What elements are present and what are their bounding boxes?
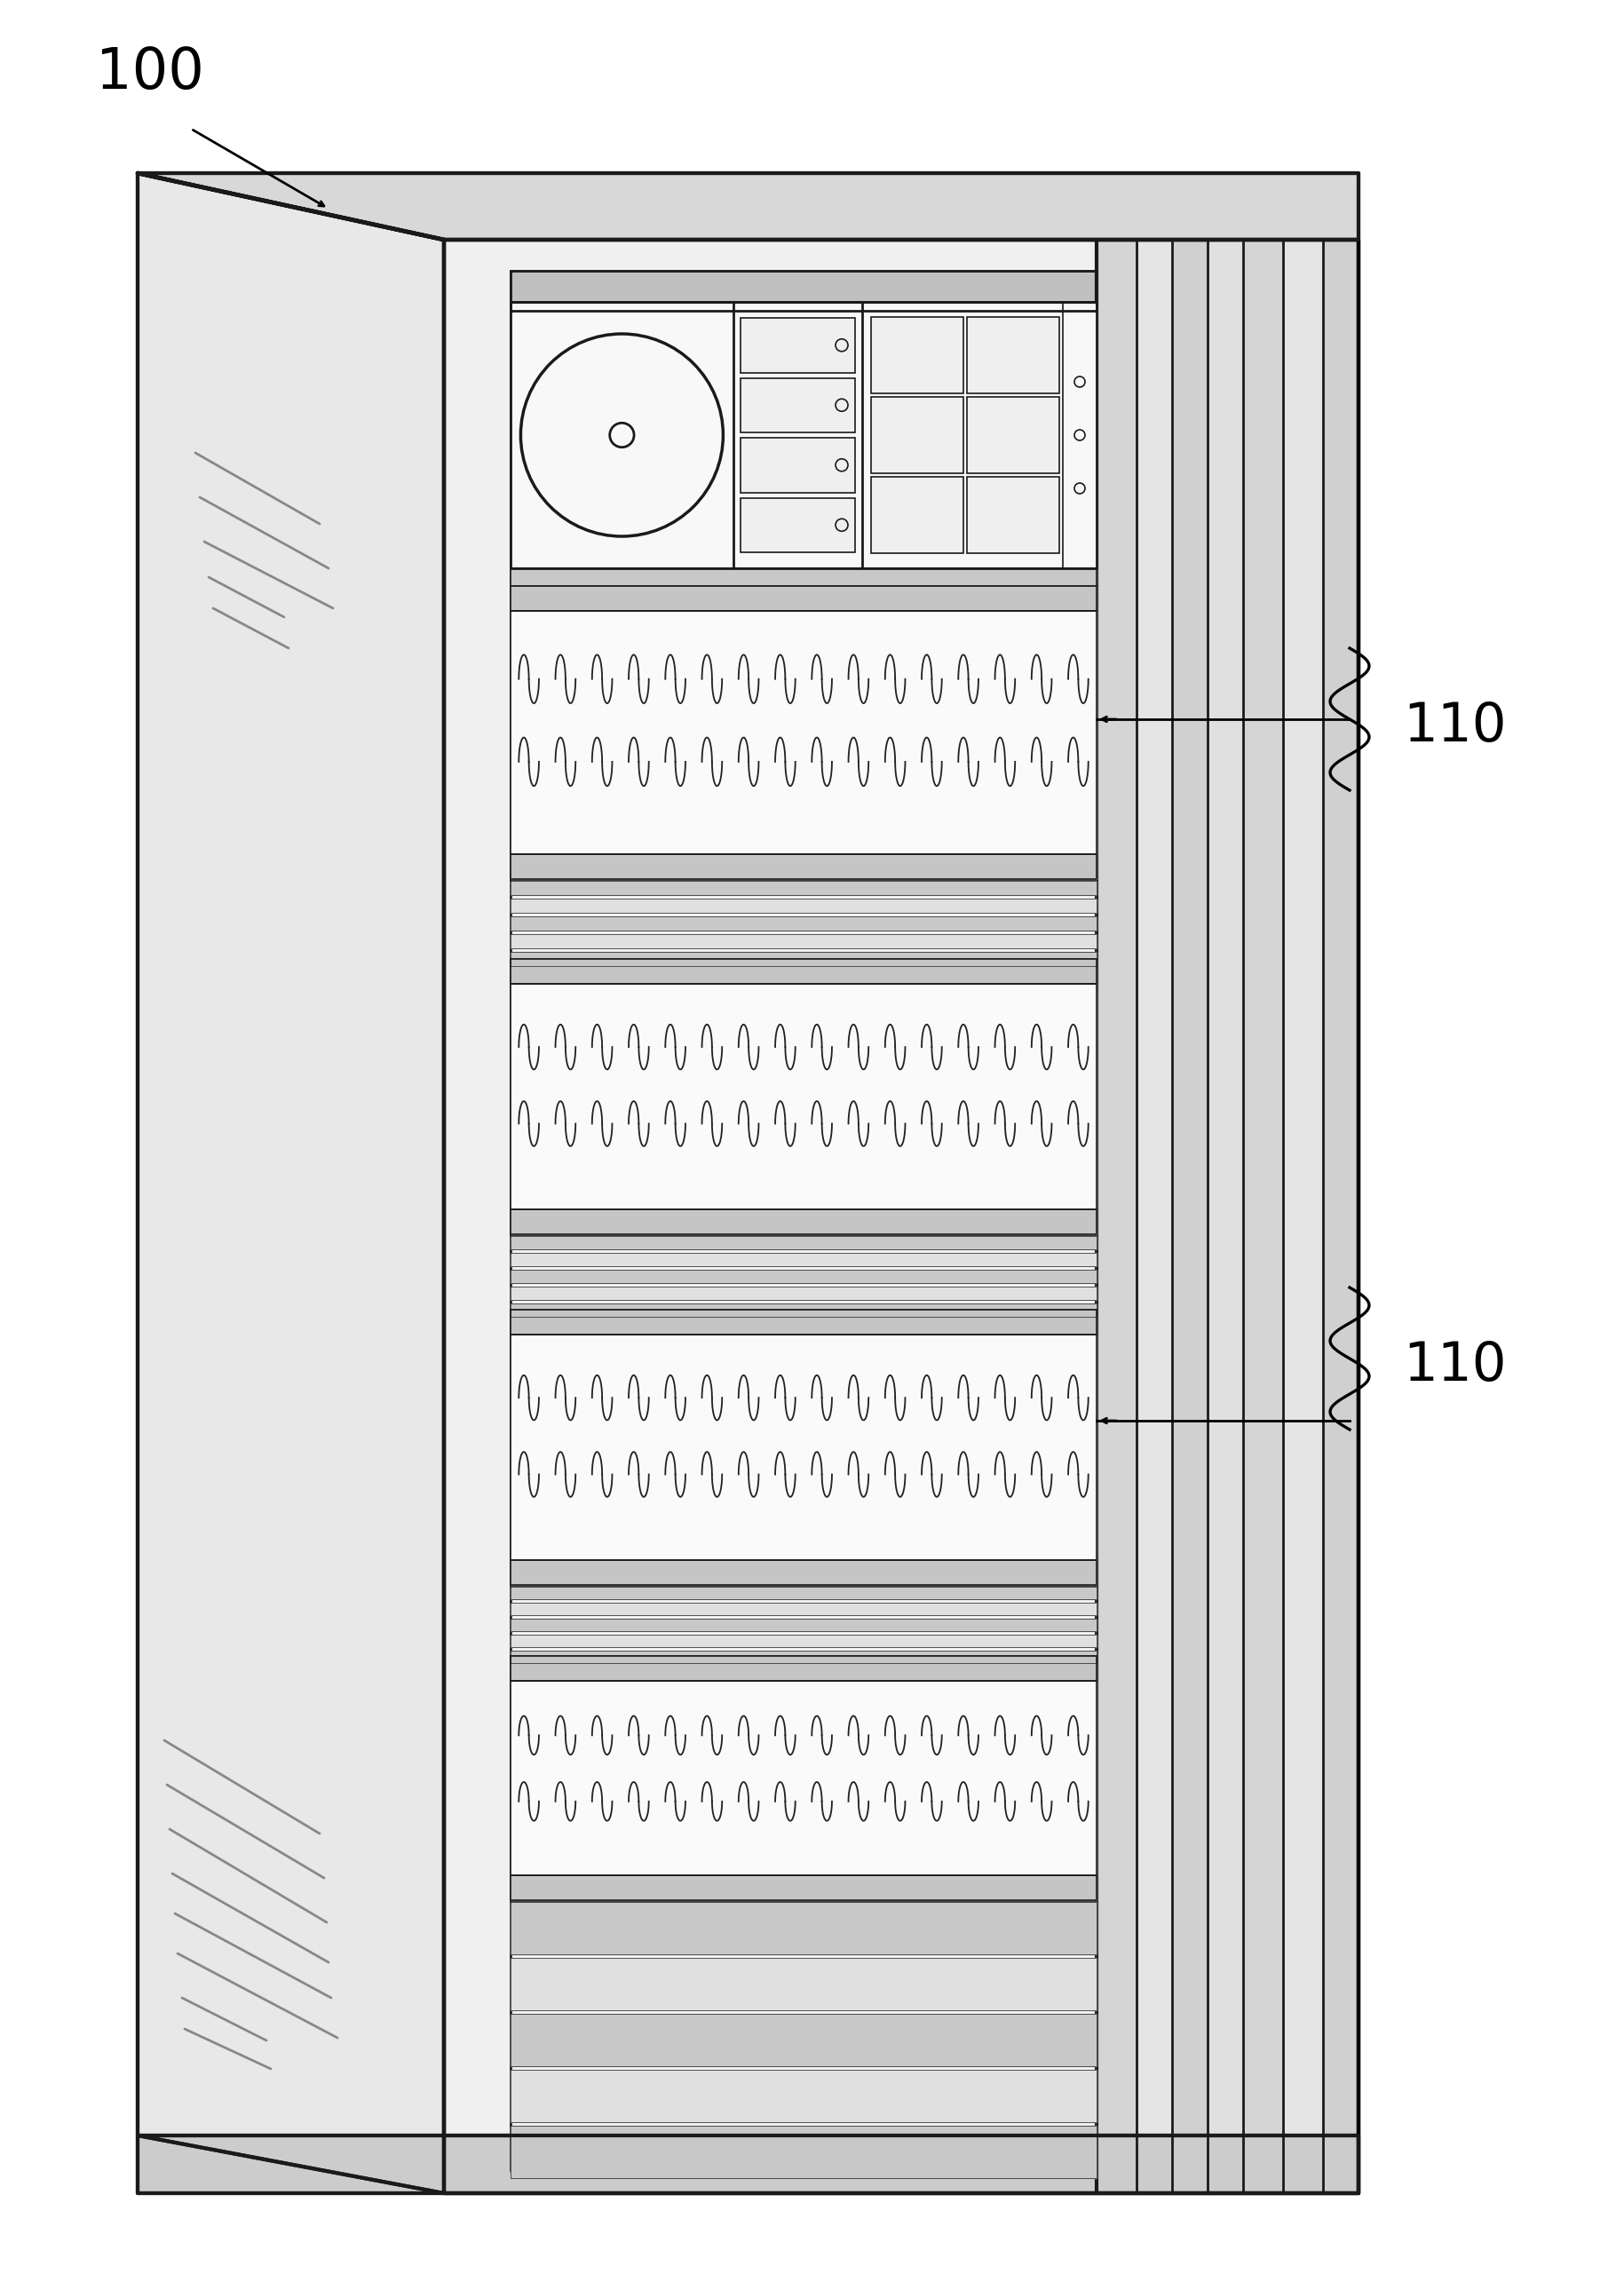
Polygon shape — [510, 1237, 1096, 1248]
Polygon shape — [510, 587, 1096, 612]
Bar — [741, 318, 856, 373]
Polygon shape — [510, 612, 1096, 855]
Polygon shape — [510, 960, 1096, 1235]
Bar — [966, 398, 1059, 473]
Bar — [966, 316, 1059, 393]
Polygon shape — [443, 239, 1359, 2192]
Bar — [741, 498, 856, 553]
Polygon shape — [510, 898, 1096, 912]
Polygon shape — [510, 1655, 1096, 1680]
Bar — [870, 316, 963, 393]
Polygon shape — [510, 1901, 1096, 1953]
Polygon shape — [510, 1210, 1096, 1235]
Polygon shape — [510, 2069, 1096, 2122]
Bar — [741, 439, 856, 493]
Polygon shape — [1208, 239, 1242, 2192]
Polygon shape — [510, 1253, 1096, 1267]
Polygon shape — [510, 1680, 1096, 1876]
Polygon shape — [510, 1655, 1096, 1901]
Bar — [870, 398, 963, 473]
Polygon shape — [1096, 239, 1137, 2192]
Polygon shape — [510, 2126, 1096, 2178]
Bar — [966, 478, 1059, 553]
Bar — [870, 478, 963, 553]
Bar — [741, 377, 856, 432]
Polygon shape — [138, 2135, 1359, 2192]
Polygon shape — [510, 302, 1096, 568]
Polygon shape — [510, 855, 1096, 880]
Polygon shape — [510, 302, 1096, 312]
Polygon shape — [1242, 239, 1283, 2192]
Polygon shape — [510, 1635, 1096, 1646]
Polygon shape — [510, 1287, 1096, 1301]
Polygon shape — [510, 1651, 1096, 1662]
Text: 100: 100 — [96, 45, 205, 100]
Polygon shape — [510, 960, 1096, 985]
Polygon shape — [1283, 239, 1324, 2192]
Polygon shape — [1137, 239, 1173, 2192]
Polygon shape — [510, 1303, 1096, 1317]
Polygon shape — [510, 1335, 1096, 1560]
Polygon shape — [510, 2015, 1096, 2067]
Polygon shape — [510, 1310, 1096, 1335]
Polygon shape — [510, 1560, 1096, 1585]
Polygon shape — [510, 1587, 1096, 1599]
Polygon shape — [510, 271, 1096, 312]
Polygon shape — [510, 1619, 1096, 1630]
Polygon shape — [510, 880, 1096, 896]
Polygon shape — [510, 568, 1096, 591]
Polygon shape — [510, 1310, 1096, 1585]
Polygon shape — [510, 1958, 1096, 2010]
Polygon shape — [510, 953, 1096, 966]
Polygon shape — [138, 173, 443, 2192]
Polygon shape — [1173, 239, 1208, 2192]
Text: 110: 110 — [1403, 700, 1507, 753]
Polygon shape — [138, 173, 1359, 239]
Polygon shape — [1324, 239, 1359, 2192]
Polygon shape — [510, 1269, 1096, 1283]
Text: 110: 110 — [1403, 1339, 1507, 1392]
Polygon shape — [510, 916, 1096, 930]
Polygon shape — [510, 985, 1096, 1210]
Polygon shape — [510, 271, 1096, 2172]
Polygon shape — [510, 1876, 1096, 1901]
Polygon shape — [510, 935, 1096, 948]
Polygon shape — [510, 587, 1096, 880]
Polygon shape — [510, 1603, 1096, 1615]
